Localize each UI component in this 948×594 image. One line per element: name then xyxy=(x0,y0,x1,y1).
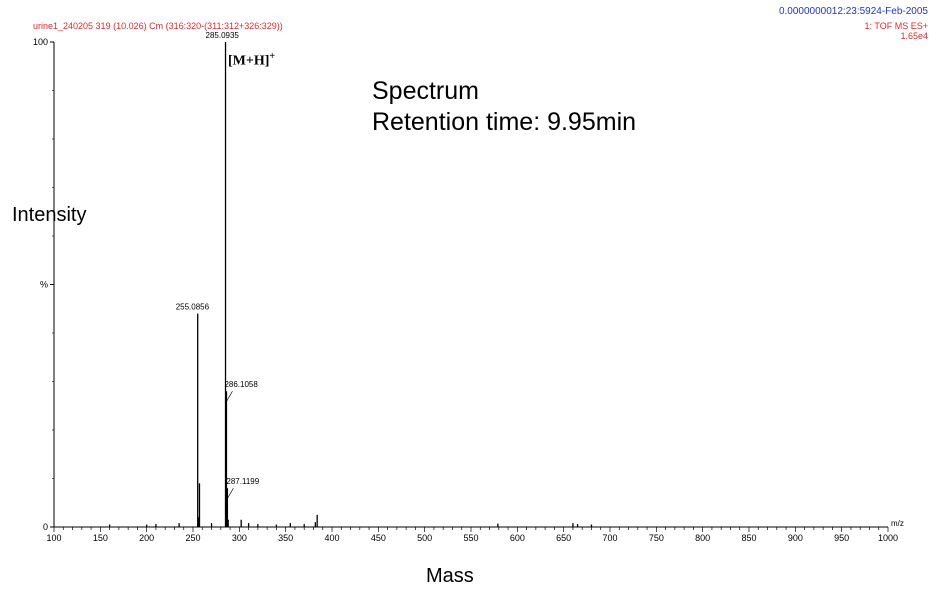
x-tick-label: 850 xyxy=(741,533,756,543)
x-tick-label: 1000 xyxy=(878,533,898,543)
peak-label: 286.1058 xyxy=(224,380,258,389)
peak-label: 285.0935 xyxy=(206,31,240,40)
x-unit-label: m/z xyxy=(891,519,904,528)
x-tick-label: 300 xyxy=(232,533,247,543)
annotation-title: Spectrum xyxy=(372,77,479,105)
annotation-block: Spectrum Retention time: 9.95min xyxy=(372,76,636,138)
ion-annotation-charge: + xyxy=(269,51,276,62)
x-tick-label: 150 xyxy=(93,533,108,543)
annotation-retention-time: Retention time: 9.95min xyxy=(372,108,637,136)
max-intensity-label: 1.65e4 xyxy=(900,31,928,41)
x-tick-label: 950 xyxy=(834,533,849,543)
spectrum-source-header: urine1_240205 319 (10.026) Cm (316:320-(… xyxy=(33,21,283,31)
peak-label-leader xyxy=(225,391,233,404)
acquisition-timestamp: 0.0000000012:23:5924-Feb-2005 xyxy=(778,6,928,17)
scan-function-label: 1: TOF MS ES+ xyxy=(864,21,928,31)
peak-label: 255.0856 xyxy=(176,303,210,312)
y-tick-label: % xyxy=(40,280,48,290)
peak-label: 287.1199 xyxy=(226,477,259,486)
x-axis-label: Mass xyxy=(426,565,474,587)
x-tick-label: 700 xyxy=(602,533,617,543)
x-tick-label: 550 xyxy=(463,533,478,543)
x-tick-label: 900 xyxy=(788,533,803,543)
x-tick-label: 100 xyxy=(46,533,61,543)
x-tick-label: 450 xyxy=(371,533,386,543)
x-tick-label: 600 xyxy=(510,533,525,543)
x-tick-label: 750 xyxy=(649,533,664,543)
y-tick-label: 100 xyxy=(33,37,48,47)
ion-annotation: [M+H]+ xyxy=(228,51,275,70)
y-axis-label: Intensity xyxy=(12,204,87,226)
x-tick-label: 200 xyxy=(139,533,154,543)
x-tick-label: 800 xyxy=(695,533,710,543)
x-tick-label: 400 xyxy=(324,533,339,543)
peak-label-leader xyxy=(226,488,234,501)
x-tick-label: 350 xyxy=(278,533,293,543)
x-tick-label: 650 xyxy=(556,533,571,543)
x-tick-label: 250 xyxy=(185,533,200,543)
ion-annotation-text: [M+H] xyxy=(228,53,270,69)
x-tick-label: 500 xyxy=(417,533,432,543)
y-tick-label: 0 xyxy=(43,522,48,532)
